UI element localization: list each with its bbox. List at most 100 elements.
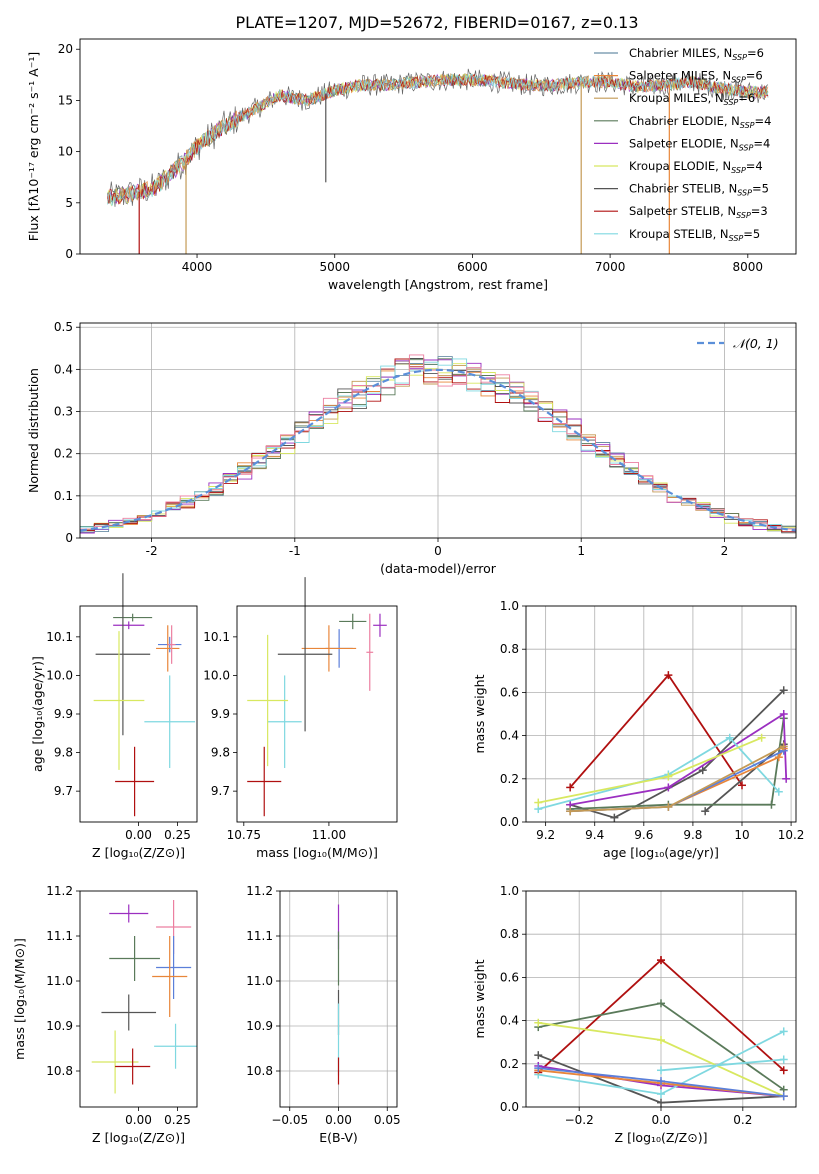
y-tick-label: 0.1	[54, 489, 73, 503]
figure-title: PLATE=1207, MJD=52672, FIBERID=0167, z=0…	[235, 13, 638, 32]
weight-series-line	[704, 743, 785, 812]
errorbar-point	[366, 613, 374, 691]
errorbar-point	[101, 994, 157, 1031]
x-tick-label: 10.75	[227, 828, 261, 842]
weight-vs-Z-panel: −0.2 0.0 0.2 0.0 0.2 0.4 0.6 0.8 1.0 Z [log₁₀(Z/Z…	[472, 884, 796, 1145]
axes-frame	[79, 605, 198, 823]
axes-frame	[79, 322, 797, 539]
legend-entry: Salpeter MILES, NSSP=6	[594, 69, 763, 85]
y-tick-label: 0.4	[500, 1014, 519, 1028]
legend-label: Salpeter ELODIE, NSSP=4	[629, 136, 770, 152]
legend-entry: Chabrier STELIB, NSSP=5	[594, 182, 769, 198]
y-axis-label: Flux [fλ10⁻¹⁷ erg cm⁻² s⁻¹ A⁻¹]	[26, 52, 41, 241]
errorbar-point	[156, 936, 192, 999]
legend-label: Chabrier ELODIE, NSSP=4	[629, 114, 771, 130]
legend-entry: Chabrier ELODIE, NSSP=4	[594, 114, 771, 130]
mass-vs-EBV-panel: −0.05 0.00 0.05 10.8 10.9 11.0 11.1 11.2 E(B-V)	[246, 884, 400, 1145]
errorbar-point	[339, 613, 367, 630]
mass-vs-Z-panel: 0.00 0.25 10.8 10.9 11.0 11.1 11.2 Z [log₁₀(Z/Z…	[12, 884, 197, 1145]
errorbar-point	[95, 573, 151, 736]
x-tick-label: 8000	[733, 260, 764, 274]
x-tick-label: 0.25	[164, 828, 191, 842]
y-tick-label: 10.8	[246, 1064, 273, 1078]
errorbar-point	[115, 1048, 151, 1085]
y-axis-label: mass weight	[472, 959, 487, 1038]
x-tick-label: 0.00	[125, 828, 152, 842]
x-tick-label: 2	[721, 544, 729, 558]
errorbar-point	[113, 621, 145, 630]
y-tick-label: 11.1	[46, 929, 73, 943]
y-tick-label: 15	[58, 93, 73, 107]
y-tick-label: 11.0	[46, 974, 73, 988]
x-tick-label: 11.00	[312, 828, 346, 842]
y-tick-label: 0.6	[500, 970, 519, 984]
y-tick-label: 9.9	[54, 707, 73, 721]
y-tick-label: 0.8	[500, 642, 519, 656]
x-tick-label: 9.4	[585, 828, 604, 842]
y-tick-label: 0.2	[500, 1057, 519, 1071]
y-tick-label: 0.2	[500, 772, 519, 786]
legend-label: Kroupa MILES, NSSP=6	[629, 91, 755, 107]
weight-series-line	[537, 959, 662, 1074]
x-tick-label: 0.05	[374, 1113, 401, 1127]
y-tick-label: 0.5	[54, 320, 73, 334]
x-tick-label: 9.8	[683, 828, 702, 842]
errorbar-point	[109, 936, 160, 981]
legend-entry: Salpeter STELIB, NSSP=3	[594, 204, 768, 220]
age-vs-Z-panel: 0.00 0.25 9.7 9.8 9.9 10.0 10.1 Z [log₁₀(Z/Z⊙)]…	[30, 573, 196, 860]
y-tick-label: 10.9	[246, 1019, 273, 1033]
x-tick-label: 0.25	[164, 1113, 191, 1127]
x-axis-label: E(B-V)	[319, 1130, 358, 1145]
errorbar-point	[152, 936, 188, 1017]
x-tick-label: 0.2	[733, 1113, 752, 1127]
y-tick-label: 5	[65, 196, 73, 210]
legend-label: 𝒩(0, 1)	[733, 336, 779, 351]
errorbar-point	[91, 1030, 139, 1094]
y-tick-label: 10.0	[203, 668, 230, 682]
axes-frame	[79, 38, 797, 255]
legend-label: Chabrier MILES, NSSP=6	[629, 46, 764, 62]
errorbar-point	[156, 625, 180, 672]
x-tick-label: 0.00	[125, 1113, 152, 1127]
y-tick-label: 9.8	[54, 746, 73, 760]
y-tick-label: 11.2	[46, 884, 73, 898]
errorbar-point	[267, 675, 302, 768]
y-tick-label: 11.0	[246, 974, 273, 988]
y-axis-label: mass [log₁₀(M/M⊙)]	[12, 938, 27, 1060]
axes-frame	[236, 605, 398, 823]
errorbar-point	[113, 613, 153, 622]
x-tick-label: 5000	[319, 260, 350, 274]
y-tick-label: 0.0	[500, 1100, 519, 1114]
x-tick-label: 10.2	[778, 828, 805, 842]
y-tick-label: 10.1	[46, 630, 73, 644]
x-axis-label: Z [log₁₀(Z/Z⊙)]	[92, 1130, 185, 1145]
y-tick-label: 0.4	[54, 362, 73, 376]
y-tick-label: 0.3	[54, 405, 73, 419]
y-axis-label: age [log₁₀(age/yr)]	[30, 656, 45, 772]
normal-curve	[79, 368, 797, 532]
legend-entry: Kroupa MILES, NSSP=6	[594, 91, 755, 107]
errorbar-point	[154, 1023, 197, 1069]
legend-label: Chabrier STELIB, NSSP=5	[629, 182, 769, 198]
weight-series-line	[538, 736, 762, 804]
weight-series-line	[569, 689, 785, 819]
y-tick-label: 20	[58, 42, 73, 56]
y-tick-label: 9.7	[211, 784, 230, 798]
y-tick-label: 0.6	[500, 685, 519, 699]
y-axis-label: Normed distribution	[26, 368, 41, 493]
errorbar-point	[301, 625, 357, 672]
y-tick-label: 0	[65, 531, 73, 545]
x-tick-label: 10	[734, 828, 749, 842]
errorbar-point	[247, 746, 282, 817]
x-axis-label: mass [log₁₀(M/M⊙)]	[256, 845, 378, 860]
y-tick-label: 11.2	[246, 884, 273, 898]
errorbar-point	[247, 634, 289, 767]
y-tick-label: 10.9	[46, 1019, 73, 1033]
y-axis-label: mass weight	[472, 674, 487, 753]
x-tick-label: -1	[289, 544, 301, 558]
x-axis-label: Z [log₁₀(Z/Z⊙)]	[92, 845, 185, 860]
axes-frame	[279, 890, 398, 1108]
legend-label: Kroupa STELIB, NSSP=5	[629, 227, 760, 243]
